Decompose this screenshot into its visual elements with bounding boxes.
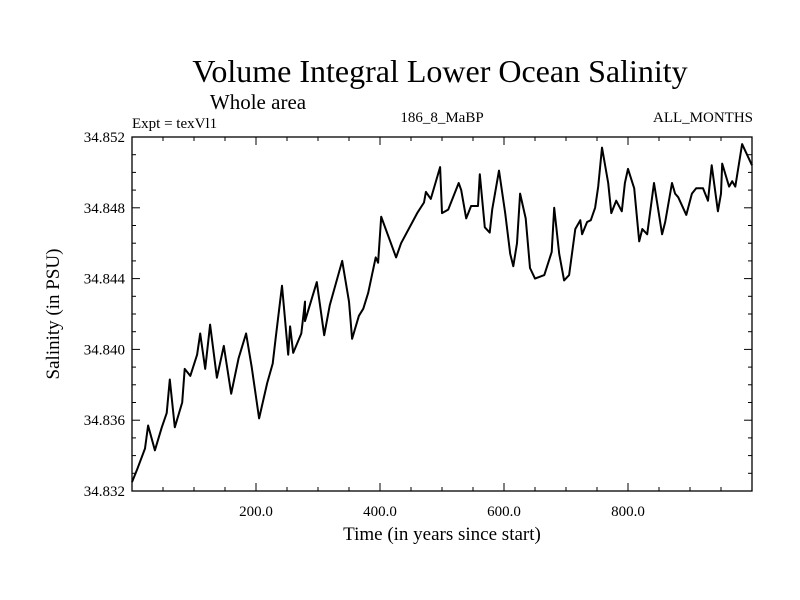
experiment-label: Expt = texVl1 <box>132 116 217 132</box>
months-label: ALL_MONTHS <box>653 110 753 126</box>
y-tick-label: 34.832 <box>84 484 125 500</box>
y-tick-label: 34.852 <box>84 130 125 146</box>
x-axis-label: Time (in years since start) <box>343 524 541 545</box>
y-tick-label: 34.840 <box>84 342 125 358</box>
x-tick-label: 200.0 <box>239 504 273 520</box>
y-tick-label: 34.844 <box>84 272 126 288</box>
chart-title: Volume Integral Lower Ocean Salinity <box>192 53 687 89</box>
chart-subtitle: Whole area <box>210 90 307 114</box>
salinity-series-line <box>131 143 753 483</box>
y-tick-label: 34.836 <box>84 413 126 429</box>
tick-labels: 200.0 400.0 600.0 800.0 34.832 34.836 34.840 34… <box>84 130 645 520</box>
x-tick-label: 800.0 <box>611 504 645 520</box>
x-tick-label: 600.0 <box>487 504 521 520</box>
axis-ticks <box>132 137 752 491</box>
x-tick-label: 400.0 <box>363 504 397 520</box>
y-tick-label: 34.848 <box>84 201 125 217</box>
run-label: 186_8_MaBP <box>400 110 483 126</box>
y-axis-label: Salinity (in PSU) <box>43 249 64 380</box>
